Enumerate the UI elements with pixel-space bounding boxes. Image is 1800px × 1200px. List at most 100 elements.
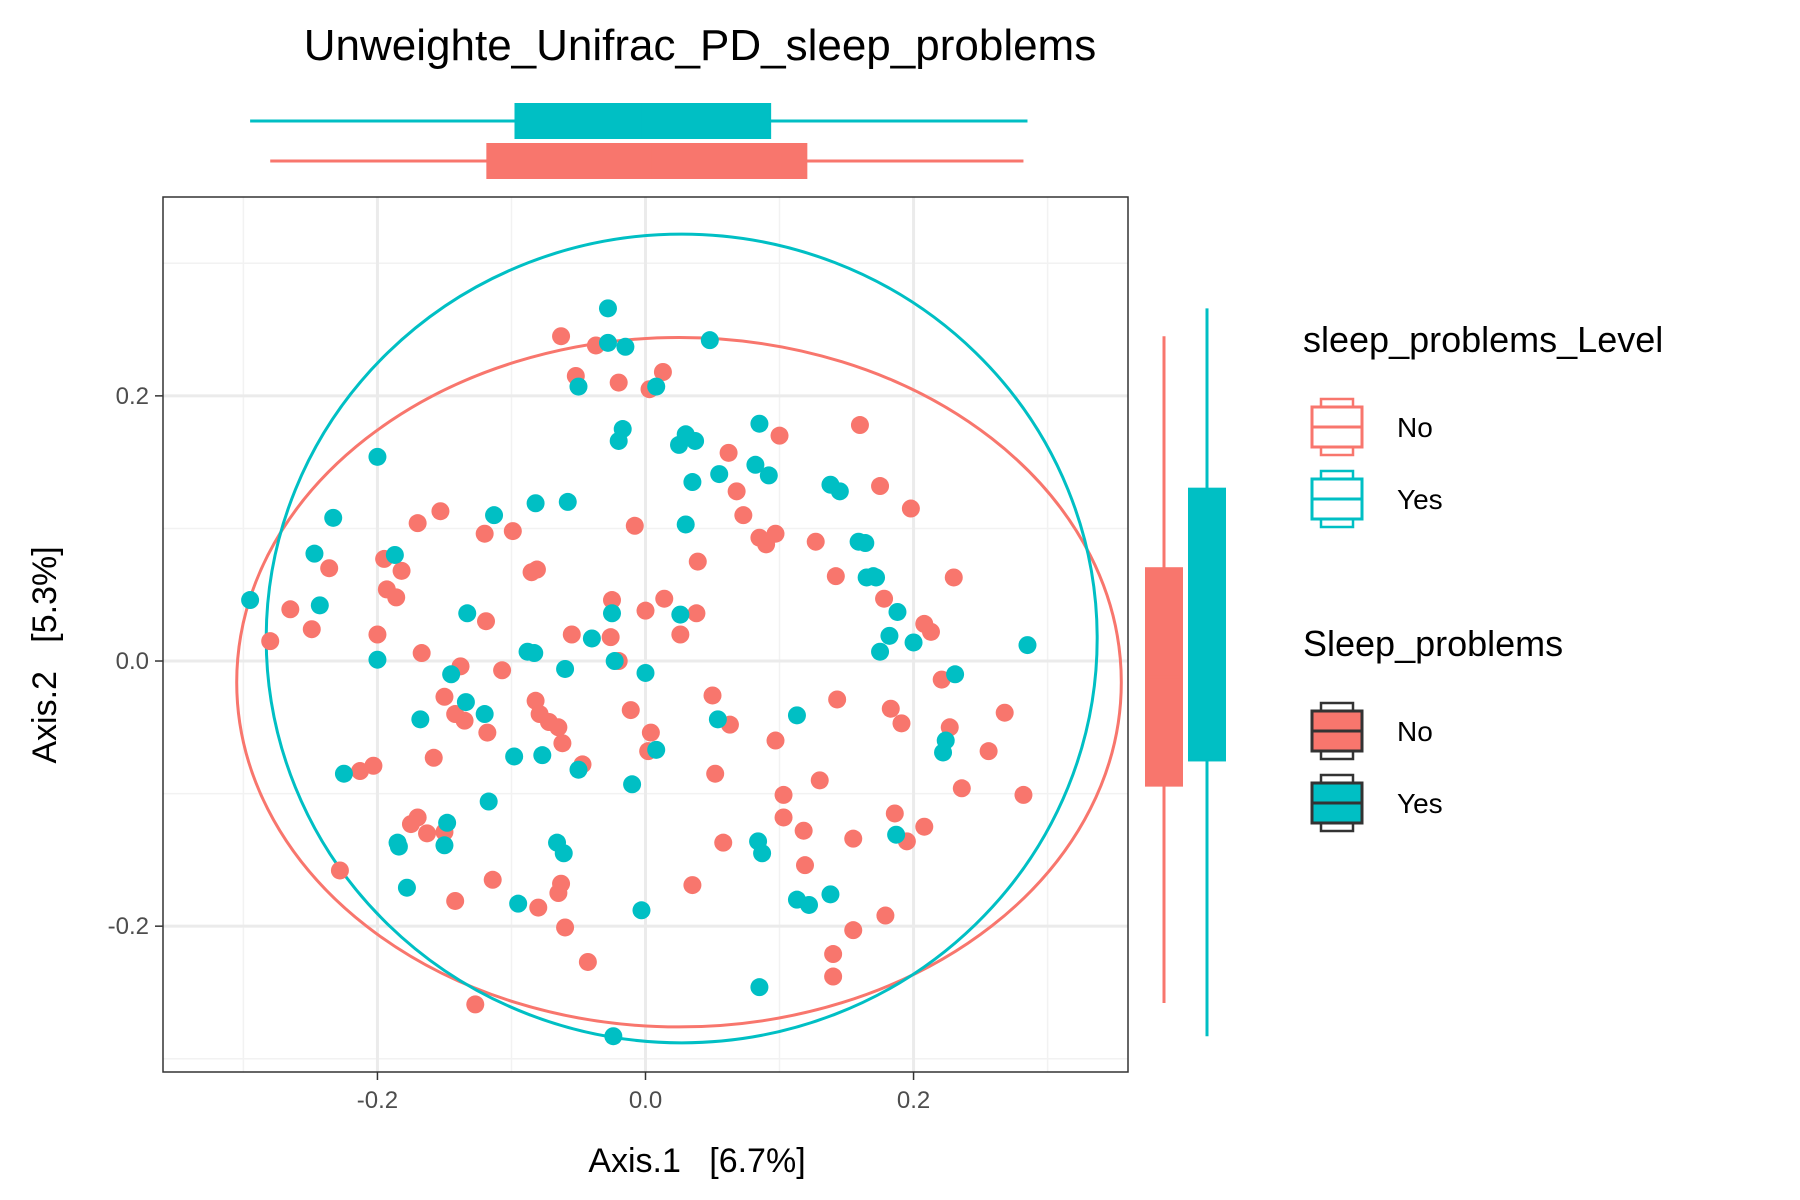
chart-title: Unweighte_Unifrac_PD_sleep_problems bbox=[304, 21, 1096, 70]
point-yes bbox=[683, 473, 702, 492]
point-no bbox=[714, 833, 733, 852]
point-yes bbox=[623, 775, 642, 794]
point-no bbox=[408, 514, 427, 533]
point-no bbox=[387, 588, 406, 607]
point-yes bbox=[821, 885, 840, 904]
point-no bbox=[602, 591, 621, 610]
point-no bbox=[261, 632, 280, 651]
point-no bbox=[431, 502, 450, 521]
point-yes bbox=[1018, 636, 1037, 655]
point-no bbox=[850, 416, 869, 435]
x-tick-label: 0.2 bbox=[897, 1087, 930, 1114]
point-no bbox=[828, 690, 847, 709]
point-no bbox=[529, 898, 548, 917]
point-yes bbox=[582, 629, 601, 648]
point-no bbox=[477, 612, 496, 631]
data-points bbox=[241, 299, 1037, 1046]
point-yes bbox=[609, 431, 628, 450]
point-no bbox=[719, 443, 738, 462]
point-no bbox=[824, 945, 843, 964]
point-no bbox=[330, 861, 349, 880]
point-yes bbox=[946, 665, 965, 684]
point-yes bbox=[411, 710, 430, 729]
point-no bbox=[549, 718, 568, 737]
point-no bbox=[475, 524, 494, 543]
point-yes bbox=[647, 377, 666, 396]
point-no bbox=[553, 734, 572, 753]
point-no bbox=[885, 804, 904, 823]
legend-key-cap bbox=[1319, 517, 1355, 529]
point-no bbox=[435, 687, 454, 706]
point-yes bbox=[753, 844, 772, 863]
point-no bbox=[810, 771, 829, 790]
legend-label-yes: Yes bbox=[1397, 788, 1443, 819]
point-yes bbox=[616, 337, 635, 356]
point-no bbox=[636, 601, 655, 620]
point-yes bbox=[700, 331, 719, 350]
x-tick-label: -0.2 bbox=[357, 1087, 398, 1114]
point-no bbox=[766, 731, 785, 750]
point-no bbox=[774, 808, 793, 827]
point-yes bbox=[368, 650, 387, 669]
point-no bbox=[915, 817, 934, 836]
point-no bbox=[683, 876, 702, 895]
legend-title: Sleep_problems bbox=[1303, 623, 1563, 664]
point-yes bbox=[887, 825, 906, 844]
point-no bbox=[844, 829, 863, 848]
point-no bbox=[688, 552, 707, 571]
point-yes bbox=[647, 740, 666, 759]
point-yes bbox=[708, 710, 727, 729]
point-no bbox=[320, 559, 339, 578]
point-no bbox=[826, 567, 845, 586]
point-yes bbox=[442, 665, 461, 684]
point-yes bbox=[888, 602, 907, 621]
point-no bbox=[552, 327, 571, 346]
x-axis-ticks: -0.2 0.0 0.2 bbox=[357, 1072, 930, 1114]
y-tick-label: 0.0 bbox=[116, 648, 149, 675]
y-tick-label: 0.2 bbox=[116, 383, 149, 410]
point-yes bbox=[880, 626, 899, 645]
right-marginal-boxplots bbox=[1145, 308, 1226, 1037]
legend-key-cap bbox=[1319, 397, 1355, 409]
point-no bbox=[549, 884, 568, 903]
point-yes bbox=[759, 466, 778, 485]
point-no bbox=[770, 426, 789, 445]
top-box-yes bbox=[514, 103, 772, 139]
legend-key-cap bbox=[1319, 701, 1355, 713]
point-no bbox=[671, 625, 690, 644]
point-no bbox=[727, 482, 746, 501]
point-yes bbox=[676, 515, 695, 534]
point-yes bbox=[856, 534, 875, 553]
point-no bbox=[952, 779, 971, 798]
grid-lines bbox=[163, 197, 1128, 1072]
point-no bbox=[621, 701, 640, 720]
y-axis-ticks: -0.2 0.0 0.2 bbox=[108, 383, 163, 940]
point-yes bbox=[310, 596, 329, 615]
point-no bbox=[446, 891, 465, 910]
point-no bbox=[844, 921, 863, 940]
point-yes bbox=[671, 605, 690, 624]
point-yes bbox=[871, 642, 890, 661]
legend: sleep_problems_Level No Yes Sleep_problems N… bbox=[1303, 319, 1663, 833]
point-yes bbox=[324, 508, 343, 527]
point-yes bbox=[605, 652, 624, 671]
point-yes bbox=[686, 431, 705, 450]
point-no bbox=[302, 620, 321, 639]
legend-key-cap bbox=[1319, 821, 1355, 833]
point-no bbox=[824, 967, 843, 986]
point-no bbox=[1014, 785, 1033, 804]
point-yes bbox=[787, 706, 806, 725]
point-no bbox=[875, 589, 894, 608]
point-no bbox=[601, 628, 620, 647]
point-yes bbox=[604, 1027, 623, 1046]
point-no bbox=[401, 815, 420, 834]
point-no bbox=[455, 711, 474, 730]
point-yes bbox=[479, 792, 498, 811]
point-yes bbox=[830, 482, 849, 501]
point-yes bbox=[598, 333, 617, 352]
top-marginal-boxplots bbox=[250, 103, 1028, 179]
point-yes bbox=[558, 492, 577, 511]
point-no bbox=[412, 644, 431, 663]
point-no bbox=[653, 363, 672, 381]
point-no bbox=[641, 723, 660, 742]
